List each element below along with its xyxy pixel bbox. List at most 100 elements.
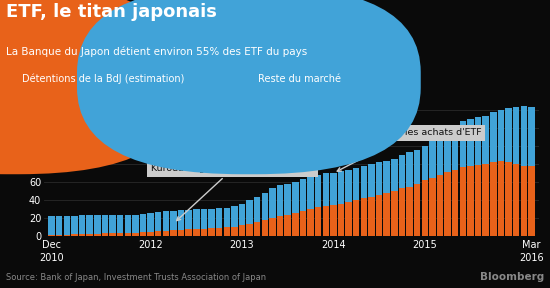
- Bar: [414, 184, 420, 236]
- Bar: [421, 146, 428, 180]
- Bar: [292, 182, 299, 213]
- Bar: [71, 234, 78, 236]
- Bar: [482, 164, 489, 236]
- Bar: [170, 211, 177, 230]
- Bar: [444, 128, 451, 172]
- Bar: [223, 227, 230, 236]
- Bar: [330, 173, 337, 205]
- Bar: [56, 216, 63, 235]
- Bar: [421, 180, 428, 236]
- Bar: [86, 234, 93, 236]
- Bar: [376, 195, 382, 236]
- Bar: [64, 216, 70, 234]
- Bar: [178, 230, 184, 236]
- Bar: [94, 215, 101, 234]
- Bar: [277, 185, 283, 216]
- Bar: [437, 175, 443, 236]
- Bar: [262, 220, 268, 236]
- Bar: [284, 215, 291, 236]
- Bar: [124, 215, 131, 233]
- Bar: [254, 197, 261, 222]
- Bar: [270, 188, 276, 218]
- Bar: [452, 170, 459, 236]
- Bar: [56, 235, 63, 236]
- Bar: [102, 215, 108, 234]
- Bar: [223, 208, 230, 227]
- Bar: [262, 193, 268, 220]
- Bar: [140, 214, 146, 232]
- Bar: [353, 168, 360, 200]
- Bar: [155, 231, 162, 236]
- Bar: [520, 166, 527, 236]
- Bar: [124, 233, 131, 236]
- Bar: [513, 164, 519, 236]
- Bar: [307, 209, 314, 236]
- Bar: [292, 213, 299, 236]
- Bar: [155, 212, 162, 231]
- Bar: [315, 207, 321, 236]
- Bar: [460, 121, 466, 167]
- Bar: [330, 205, 337, 236]
- Bar: [246, 200, 253, 223]
- Bar: [163, 211, 169, 231]
- Bar: [79, 234, 85, 236]
- Bar: [460, 167, 466, 236]
- Bar: [300, 179, 306, 211]
- Bar: [170, 230, 177, 236]
- Bar: [86, 215, 93, 234]
- Bar: [406, 152, 412, 187]
- Bar: [391, 191, 398, 236]
- Bar: [322, 173, 329, 206]
- Bar: [277, 216, 283, 236]
- Bar: [48, 216, 55, 235]
- Bar: [468, 166, 474, 236]
- Bar: [178, 210, 184, 230]
- Bar: [361, 166, 367, 198]
- Bar: [140, 232, 146, 236]
- Bar: [338, 171, 344, 204]
- Bar: [231, 227, 238, 236]
- Bar: [361, 198, 367, 236]
- Bar: [528, 107, 535, 166]
- Bar: [528, 166, 535, 236]
- Bar: [216, 208, 222, 228]
- Bar: [513, 107, 519, 164]
- Bar: [353, 200, 360, 236]
- Bar: [490, 162, 497, 236]
- Bar: [468, 119, 474, 166]
- Bar: [498, 161, 504, 236]
- Bar: [239, 204, 245, 225]
- Bar: [64, 234, 70, 236]
- Text: Détentions de la BdJ (estimation): Détentions de la BdJ (estimation): [22, 74, 184, 84]
- Bar: [216, 228, 222, 236]
- Bar: [201, 209, 207, 228]
- Bar: [383, 161, 390, 193]
- Bar: [254, 222, 261, 236]
- Bar: [94, 234, 101, 236]
- Bar: [399, 188, 405, 236]
- Bar: [399, 155, 405, 188]
- Bar: [315, 175, 321, 207]
- Bar: [109, 233, 116, 236]
- Text: Source: Bank of Japan, Investment Trusts Association of Japan: Source: Bank of Japan, Investment Trusts…: [6, 273, 266, 282]
- Text: ETF, le titan japonais: ETF, le titan japonais: [6, 3, 216, 21]
- Bar: [239, 225, 245, 236]
- Bar: [498, 110, 504, 161]
- Bar: [201, 228, 207, 236]
- Bar: [475, 118, 481, 165]
- Text: La Banque du Japon détient environ 55% des ETF du pays: La Banque du Japon détient environ 55% d…: [6, 46, 307, 56]
- Bar: [368, 197, 375, 236]
- Bar: [345, 170, 352, 202]
- Bar: [505, 108, 512, 162]
- Bar: [444, 172, 451, 236]
- Bar: [109, 215, 116, 233]
- Text: Reste du marché: Reste du marché: [258, 74, 342, 84]
- Bar: [79, 215, 85, 234]
- Bar: [132, 215, 139, 233]
- Bar: [376, 162, 382, 195]
- Bar: [163, 231, 169, 236]
- Bar: [117, 233, 123, 236]
- Bar: [117, 215, 123, 233]
- Bar: [429, 178, 436, 236]
- Bar: [147, 232, 154, 236]
